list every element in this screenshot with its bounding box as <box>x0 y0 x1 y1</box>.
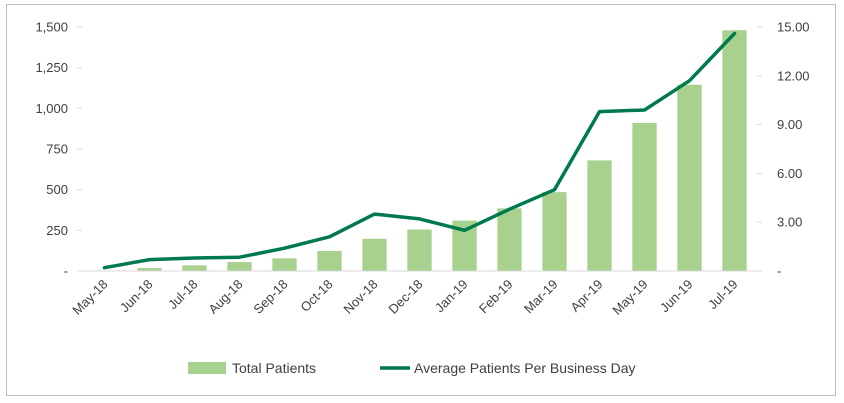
x-axis-label: Nov-18 <box>340 277 380 317</box>
x-axis-label: Sep-18 <box>250 277 290 317</box>
bar-aug-18 <box>227 262 252 271</box>
x-axis-label: Oct-18 <box>297 277 335 315</box>
legend-label-total-patients: Total Patients <box>232 360 316 376</box>
left-axis-tick-label: 1,250 <box>35 60 68 75</box>
left-axis-tick-label: 1,000 <box>35 101 68 116</box>
x-axis-label: Jan-19 <box>432 277 471 316</box>
bar-may-19 <box>632 122 657 272</box>
left-axis-tick-label: 250 <box>46 223 68 238</box>
right-axis-tick-label: 3.00 <box>777 215 802 230</box>
x-axis-labels: May-18 Jun-18 Jul-18 Aug-18 Sep-18 Oct-18 Nov-… <box>69 277 740 318</box>
legend-swatch-total-patients <box>188 362 226 374</box>
right-axis-tick-label: 9.00 <box>777 117 802 132</box>
x-axis-label: Feb-19 <box>476 277 516 317</box>
x-axis-label: Jun-19 <box>657 277 696 316</box>
bar-sep-18 <box>272 258 297 271</box>
bar-feb-19 <box>497 208 522 271</box>
legend-label-average-patients: Average Patients Per Business Day <box>414 360 636 376</box>
bar-jun-19 <box>677 84 702 271</box>
left-axis-tick-label: - <box>64 264 68 279</box>
line-series-average-patients <box>102 31 737 270</box>
x-axis-label: Jun-18 <box>117 277 156 316</box>
bar-jun-18 <box>137 268 162 271</box>
left-y-axis: - 250 500 750 1,000 1,250 1,500 <box>35 20 82 279</box>
x-axis-label: Jul-19 <box>705 277 741 313</box>
x-axis-label: Apr-19 <box>567 277 605 315</box>
bar-series-total-patients <box>92 30 747 272</box>
left-axis-tick-label: 500 <box>46 182 68 197</box>
right-axis-tick-label: 6.00 <box>777 166 802 181</box>
bar-mar-19 <box>542 192 567 271</box>
bar-jul-18 <box>182 265 207 271</box>
x-axis-label: Jul-18 <box>165 277 201 313</box>
x-axis-label: Mar-19 <box>521 277 561 317</box>
bar-dec-18 <box>407 229 432 271</box>
legend: Total Patients Average Patients Per Busi… <box>188 360 636 376</box>
left-axis-tick-label: 1,500 <box>35 20 68 35</box>
right-axis-tick-label: 12.00 <box>777 68 810 83</box>
x-axis-label: May-18 <box>69 277 110 318</box>
bar-apr-19 <box>587 160 612 271</box>
x-axis-label: Aug-18 <box>205 277 245 317</box>
right-y-axis: - 3.00 6.00 9.00 12.00 15.00 <box>757 20 810 279</box>
bar-jul-19 <box>722 30 747 272</box>
bar-nov-18 <box>362 238 387 271</box>
right-axis-tick-label: - <box>777 264 781 279</box>
x-axis-label: May-19 <box>609 277 650 318</box>
bar-oct-18 <box>317 250 342 271</box>
right-axis-tick-label: 15.00 <box>777 20 810 35</box>
left-axis-tick-label: 750 <box>46 142 68 157</box>
x-axis-label: Dec-18 <box>385 277 425 317</box>
